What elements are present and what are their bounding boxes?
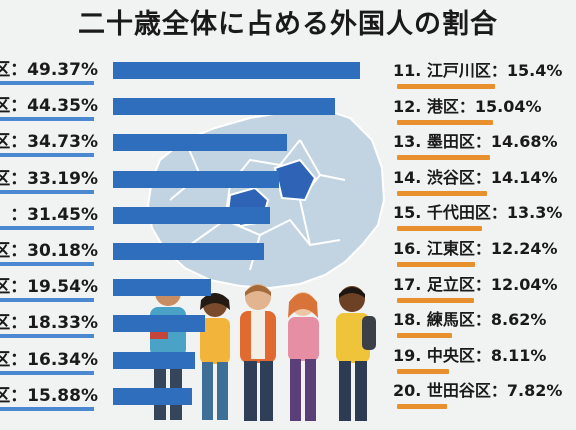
left-bar-label: 区：18.33% bbox=[0, 313, 98, 334]
right-bar bbox=[397, 262, 475, 267]
left-bar-underline bbox=[0, 406, 94, 411]
left-bar bbox=[113, 243, 264, 260]
left-bar-label: 区：44.35% bbox=[0, 96, 98, 117]
right-bar-label: 17. 足立区：12.04% bbox=[393, 274, 558, 294]
left-bar bbox=[113, 170, 279, 188]
right-bar-label: 14. 渋谷区：14.14% bbox=[393, 167, 558, 187]
left-bar bbox=[113, 279, 211, 297]
left-bar-underline bbox=[0, 81, 94, 85]
left-bar-underline bbox=[0, 117, 94, 122]
map-highlight-ward bbox=[273, 158, 317, 202]
left-bar bbox=[113, 387, 193, 405]
right-bar bbox=[397, 190, 487, 196]
left-bar-underline bbox=[0, 370, 94, 375]
left-bar bbox=[113, 351, 195, 369]
right-bar-label: 20. 世田谷区：7.82% bbox=[393, 381, 563, 401]
right-bar bbox=[397, 155, 491, 161]
right-bar-label: 12. 港区：15.04% bbox=[393, 96, 542, 116]
right-bar-label: 15. 千代田区：13.3% bbox=[393, 203, 563, 223]
left-bar-label: 区：49.37% bbox=[0, 60, 98, 80]
left-bar-underline bbox=[0, 189, 94, 194]
left-bar-label: 区：16.34% bbox=[0, 349, 98, 370]
right-bar bbox=[397, 226, 482, 232]
left-bar-label: 区：15.88% bbox=[0, 385, 98, 406]
left-bar-underline bbox=[0, 262, 94, 266]
right-bar-label: 16. 江東区：12.24% bbox=[393, 239, 558, 258]
chart-title: 二十歳全体に占める外国人の割合 bbox=[78, 9, 498, 40]
left-bar bbox=[113, 134, 287, 152]
left-bar-underline bbox=[0, 334, 94, 339]
right-bar bbox=[397, 333, 452, 339]
right-bar bbox=[397, 119, 493, 125]
left-bar bbox=[113, 98, 335, 116]
right-bar-label: 19. 中央区：8.11% bbox=[393, 345, 547, 365]
right-bar bbox=[397, 84, 495, 89]
left-bar-underline bbox=[0, 225, 94, 230]
left-bar-label: 区：19.54% bbox=[0, 277, 98, 298]
left-bar bbox=[113, 62, 360, 79]
right-bar bbox=[397, 368, 449, 374]
right-bar-label: 18. 練馬区：8.62% bbox=[393, 310, 547, 330]
left-bar-underline bbox=[0, 153, 94, 158]
left-bar bbox=[113, 315, 205, 333]
left-bar-label: 区：30.18% bbox=[0, 241, 98, 261]
right-bar-label: 11. 江戸川区：15.4% bbox=[393, 61, 563, 80]
left-bar-underline bbox=[0, 298, 94, 303]
right-bar bbox=[397, 404, 447, 410]
left-bar-label: 区：34.73% bbox=[0, 132, 98, 153]
left-bar-label: ：31.45% bbox=[10, 204, 98, 225]
right-bar bbox=[397, 297, 474, 303]
left-bar-label: 区：33.19% bbox=[0, 168, 98, 189]
right-bar-label: 13. 墨田区：14.68% bbox=[393, 132, 558, 152]
left-bar bbox=[113, 206, 271, 224]
